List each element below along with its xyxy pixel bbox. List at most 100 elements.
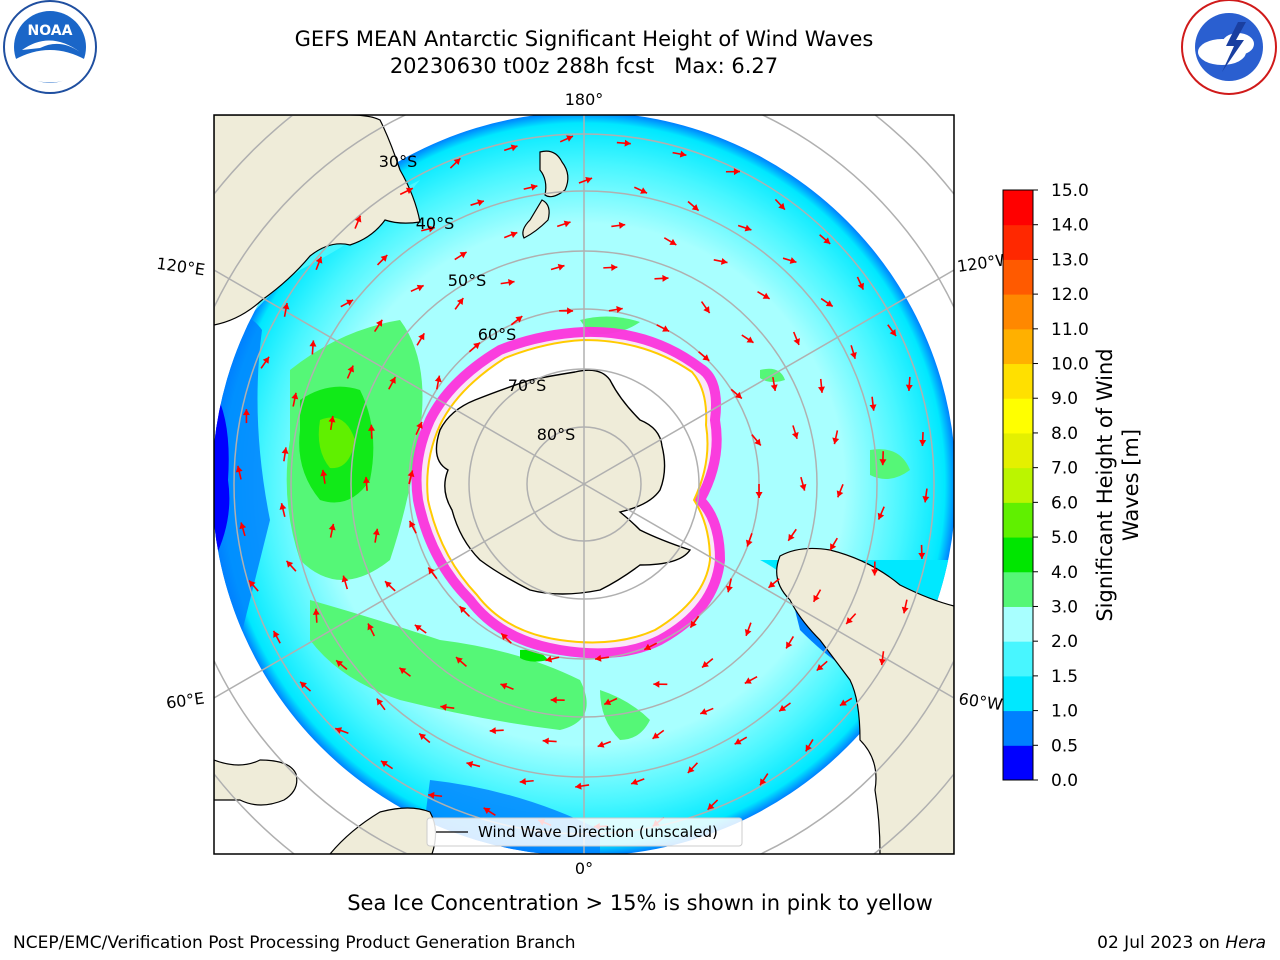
wave-direction-arrow (466, 761, 481, 768)
wave-direction-arrow (500, 632, 512, 644)
colorbar-tick-label: 5.0 (1051, 528, 1078, 548)
wave-direction-arrow (407, 470, 415, 485)
wave-direction-arrow (878, 651, 886, 666)
wave-direction-arrow (500, 683, 514, 690)
wave-direction-arrow (699, 707, 714, 715)
wave-direction-arrow (713, 257, 728, 265)
wave-direction-arrow (774, 198, 786, 211)
wave-direction-arrow (737, 224, 752, 232)
colorbar-tick-label: 1.5 (1051, 667, 1078, 687)
lat-label-30s: 30°S (379, 152, 418, 171)
colorbar-border (1002, 189, 1034, 781)
lon-label-60e: 60°E (165, 688, 206, 712)
wave-direction-arrow (468, 341, 481, 353)
lat-label-50s: 50°S (448, 271, 487, 290)
colorbar-tick-label: 9.0 (1051, 389, 1078, 409)
wave-direction-arrow (376, 698, 386, 711)
wave-direction-arrow (755, 483, 763, 499)
wave-direction-arrow (744, 675, 758, 685)
wave-direction-arrow (707, 799, 719, 811)
colorbar-tick-label: 14.0 (1051, 216, 1089, 236)
wave-direction-arrow (428, 791, 443, 799)
wave-direction-arrow (689, 615, 700, 629)
wave-direction-arrow (829, 537, 838, 551)
wave-direction-arrow (399, 187, 414, 196)
wave-direction-arrow (918, 544, 926, 559)
wave-direction-arrow (362, 476, 370, 491)
wave-direction-arrow (782, 257, 797, 264)
wave-direction-arrow (905, 376, 913, 391)
wave-direction-arrow (260, 356, 270, 369)
wave-direction-arrow (291, 392, 299, 407)
colorbar-tick-label: 1.0 (1051, 702, 1078, 722)
wave-direction-arrow (550, 696, 565, 704)
wave-direction-arrow (741, 334, 754, 344)
wave-direction-arrow (545, 655, 560, 663)
wave-direction-arrow (440, 703, 455, 711)
wave-direction-arrow (235, 465, 243, 480)
lon-label-60w: 60°W (957, 689, 1004, 714)
colorbar-bin (1003, 294, 1033, 330)
wave-direction-arrow (578, 176, 593, 184)
wave-direction-arrow (272, 630, 281, 644)
wave-direction-arrow (850, 345, 857, 359)
wave-direction-arrow (416, 332, 425, 346)
colorbar-bin (1003, 710, 1033, 746)
wave-direction-arrow (630, 778, 645, 785)
wave-direction-arrow (871, 561, 879, 576)
wave-direction-arrow (643, 642, 658, 651)
wave-direction-arrow (767, 578, 780, 589)
wave-direction-arrow (919, 432, 927, 447)
colorbar-tick-label: 0.5 (1051, 736, 1078, 756)
colorbar-tick-label: 10.0 (1051, 355, 1089, 375)
wave-direction-arrow (652, 729, 665, 740)
wave-direction-arrow (751, 434, 762, 446)
wave-direction-arrow (500, 278, 515, 286)
wave-direction-arrow (414, 624, 427, 634)
wave-direction-arrow (367, 623, 376, 637)
wave-direction-arrow (856, 276, 865, 290)
continents (214, 115, 954, 854)
wave-direction-arrow (698, 351, 710, 362)
colorbar: 0.0 0.5 1.0 1.5 2.0 3.0 4.0 5.0 6.0 7.0 8.0 9.0 10.0… (1002, 181, 1089, 791)
footer-date: 02 Jul 2023 on Hera (1097, 933, 1266, 953)
wave-direction-arrow (603, 697, 618, 706)
wave-direction-arrow (281, 447, 289, 462)
wave-direction-arrow (519, 777, 534, 785)
wave-direction-arrow (597, 740, 612, 748)
wave-direction-arrow (757, 291, 771, 300)
colorbar-bin (1003, 537, 1033, 573)
wave-direction-arrow (663, 237, 677, 246)
wave-direction-arrow (812, 589, 822, 603)
footer-credit: NCEP/EMC/Verification Post Processing Pr… (13, 933, 576, 953)
colorbar-bin (1003, 432, 1033, 469)
wave-direction-arrow (335, 659, 348, 671)
wave-direction-arrow (725, 168, 740, 176)
colorbar-tick-label: 4.0 (1051, 563, 1078, 583)
wave-direction-arrow (449, 157, 461, 169)
lat-label-80s: 80°S (537, 425, 576, 444)
wave-direction-arrow (575, 782, 590, 790)
wave-direction-arrow (334, 727, 349, 734)
wave-direction-arrow (845, 613, 857, 625)
lon-label-120e: 120°E (155, 254, 206, 280)
wave-direction-arrow (427, 566, 438, 580)
wave-direction-arrow (550, 263, 565, 271)
lat-label-40s: 40°S (416, 214, 455, 233)
wave-direction-arrow (415, 421, 423, 436)
wave-direction-arrow (559, 307, 574, 315)
lon-label-180: 180° (565, 90, 604, 109)
colorbar-bin (1003, 398, 1033, 434)
wave-direction-arrow (282, 302, 290, 317)
colorbar-tick-label: 7.0 (1051, 459, 1078, 479)
wave-direction-arrow (239, 522, 247, 537)
lon-label-0: 0° (575, 859, 593, 878)
wave-direction-arrow (887, 324, 897, 337)
wave-direction-arrow (559, 135, 574, 143)
wave-direction-arrow (700, 301, 711, 314)
wave-direction-arrow (470, 199, 485, 207)
wave-direction-arrow (594, 654, 610, 662)
wave-direction-arrow (454, 297, 464, 310)
wave-direction-arrow (616, 139, 631, 147)
